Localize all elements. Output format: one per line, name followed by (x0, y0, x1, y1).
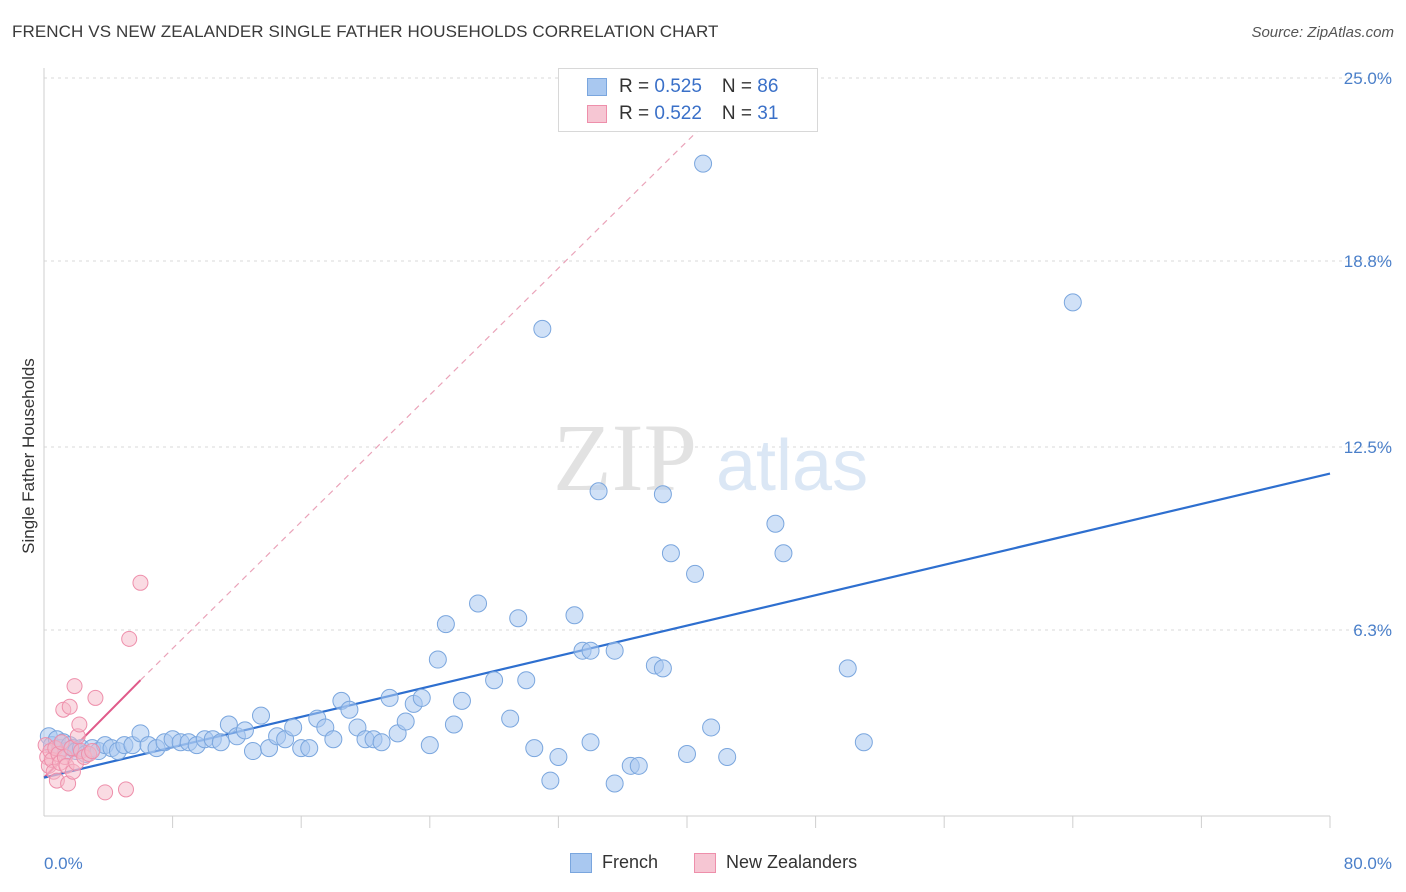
nz-point (132, 574, 149, 591)
french-point (605, 774, 624, 793)
legend-label-nz: New Zealanders (726, 852, 858, 872)
grid-lines (44, 77, 1390, 631)
nz-point (61, 698, 78, 715)
x-tick-label: 80.0% (1344, 854, 1392, 873)
french-point (517, 671, 536, 690)
french-point (541, 771, 560, 790)
french-point (1063, 293, 1082, 312)
legend-r-value: 0.525 (654, 76, 702, 97)
french-point (581, 733, 600, 752)
french-point (581, 641, 600, 660)
french-point (372, 733, 391, 752)
nz-trend-extension (140, 77, 752, 681)
data-points (37, 154, 1082, 801)
french-point (444, 715, 463, 734)
french-point (565, 606, 584, 625)
french-point (718, 747, 737, 766)
french-point (549, 747, 568, 766)
french-point (420, 736, 439, 755)
french-point (774, 544, 793, 563)
french-point (396, 712, 415, 731)
french-point (412, 688, 431, 707)
y-tick-labels: 6.3% 12.5% 18.8% 25.0% (1344, 69, 1392, 640)
french-point (589, 482, 608, 501)
legend-r-label: R = (619, 76, 655, 97)
french-point (854, 733, 873, 752)
french-point (694, 154, 713, 173)
french-point (702, 718, 721, 737)
legend-n-label: N = (721, 76, 758, 97)
y-tick-label: 6.3% (1353, 621, 1392, 640)
french-point (452, 691, 471, 710)
french-point (629, 756, 648, 775)
nz-point (71, 716, 88, 733)
legend-swatch-nz (694, 852, 716, 873)
legend-n-value: 86 (757, 76, 779, 97)
french-point (235, 721, 254, 740)
french-point (428, 650, 447, 669)
french-point (485, 671, 504, 690)
chart-title: FRENCH VS NEW ZEALANDER SINGLE FATHER HO… (12, 22, 719, 41)
y-axis-label: Single Father Households (19, 358, 38, 554)
legend-swatch-nz (587, 105, 607, 123)
x-tick-label: 0.0% (44, 854, 83, 873)
french-point (436, 615, 455, 634)
french-point (469, 594, 488, 613)
french-point (533, 319, 552, 338)
french-point (300, 739, 319, 758)
y-tick-label: 18.8% (1344, 252, 1392, 271)
legend-label-french: French (602, 852, 659, 872)
french-point (252, 706, 271, 725)
french-point (380, 688, 399, 707)
nz-point (117, 781, 134, 798)
axes (43, 68, 1331, 828)
series-legend: French New Zealanders (0, 852, 1406, 878)
watermark-atlas: atlas (716, 426, 868, 506)
french-point (653, 659, 672, 678)
french-point (509, 609, 528, 628)
french-point (340, 700, 359, 719)
legend-swatch-french (587, 78, 607, 96)
legend-item-french[interactable]: French (570, 852, 658, 873)
watermark: ZIP atlas (553, 404, 868, 511)
legend-r-value: 0.522 (654, 103, 702, 124)
legend-row-nz: R = 0.522 N = 31 (587, 101, 778, 127)
x-tick-labels: 0.0% 80.0% (44, 854, 1392, 873)
french-point (501, 709, 520, 728)
french-trend-line (43, 472, 1331, 779)
french-point (525, 739, 544, 758)
legend-swatch-french (570, 852, 592, 873)
french-point (284, 718, 303, 737)
source-credit: Source: ZipAtlas.com (1251, 24, 1394, 41)
french-point (243, 742, 262, 761)
nz-point (97, 784, 114, 801)
french-point (678, 745, 696, 764)
nz-point (87, 689, 104, 706)
legend-row-french: R = 0.525 N = 86 (587, 74, 778, 100)
french-point (838, 659, 857, 678)
french-point (324, 730, 343, 749)
french-point (661, 544, 680, 563)
french-point (766, 514, 785, 533)
nz-point (121, 630, 138, 647)
y-tick-label: 12.5% (1344, 438, 1392, 457)
french-point (211, 733, 230, 752)
watermark-zip: ZIP (553, 404, 697, 511)
french-point (605, 641, 624, 660)
french-point (686, 564, 705, 583)
nz-point (84, 743, 101, 760)
legend-r-label: R = (619, 103, 655, 124)
legend-item-nz[interactable]: New Zealanders (694, 852, 857, 873)
french-point (653, 485, 672, 504)
nz-point (66, 678, 83, 695)
stats-legend: R = 0.525 N = 86 R = 0.522 N = 31 (558, 68, 818, 132)
y-tick-label: 25.0% (1344, 69, 1392, 88)
legend-n-value: 31 (757, 103, 779, 124)
legend-n-label: N = (721, 103, 758, 124)
